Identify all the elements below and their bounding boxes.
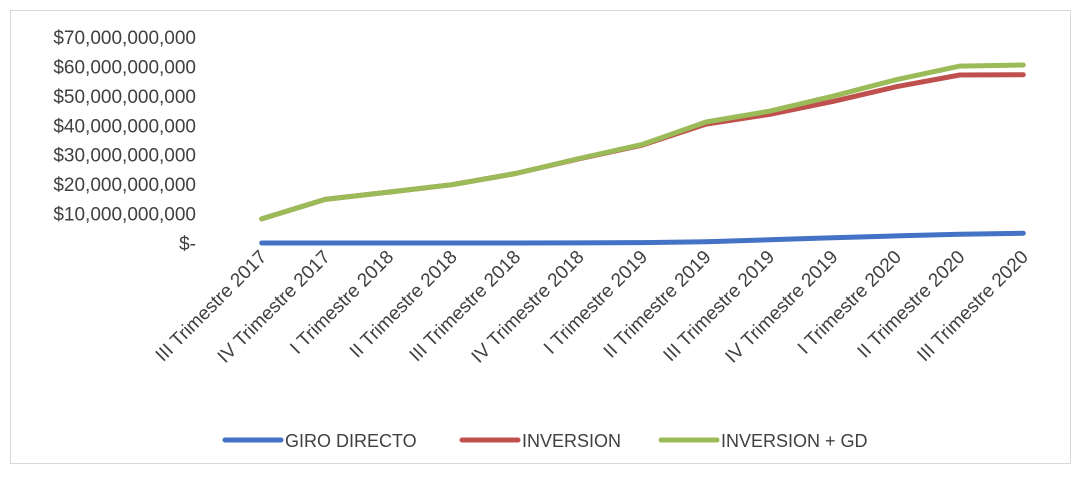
y-tick-label: $60,000,000,000 <box>53 57 196 78</box>
y-tick-label: $40,000,000,000 <box>53 116 196 137</box>
y-tick-label: $10,000,000,000 <box>53 205 196 226</box>
y-tick-label: $50,000,000,000 <box>53 87 196 108</box>
y-tick-label: $30,000,000,000 <box>53 146 196 167</box>
legend: GIRO DIRECTO INVERSION INVERSION + GD <box>222 431 868 451</box>
y-axis: $70,000,000,000 $60,000,000,000 $50,000,00… <box>53 28 196 255</box>
y-tick-label: $20,000,000,000 <box>53 175 196 196</box>
legend-label: INVERSION + GD <box>721 431 868 451</box>
y-tick-label: $- <box>179 234 196 255</box>
series-lines <box>259 62 1026 246</box>
legend-label: INVERSION <box>522 431 621 451</box>
y-tick-label: $70,000,000,000 <box>53 28 196 49</box>
legend-label: GIRO DIRECTO <box>285 431 417 451</box>
series-line-3 <box>259 62 1026 222</box>
series-line-1 <box>259 230 1026 246</box>
